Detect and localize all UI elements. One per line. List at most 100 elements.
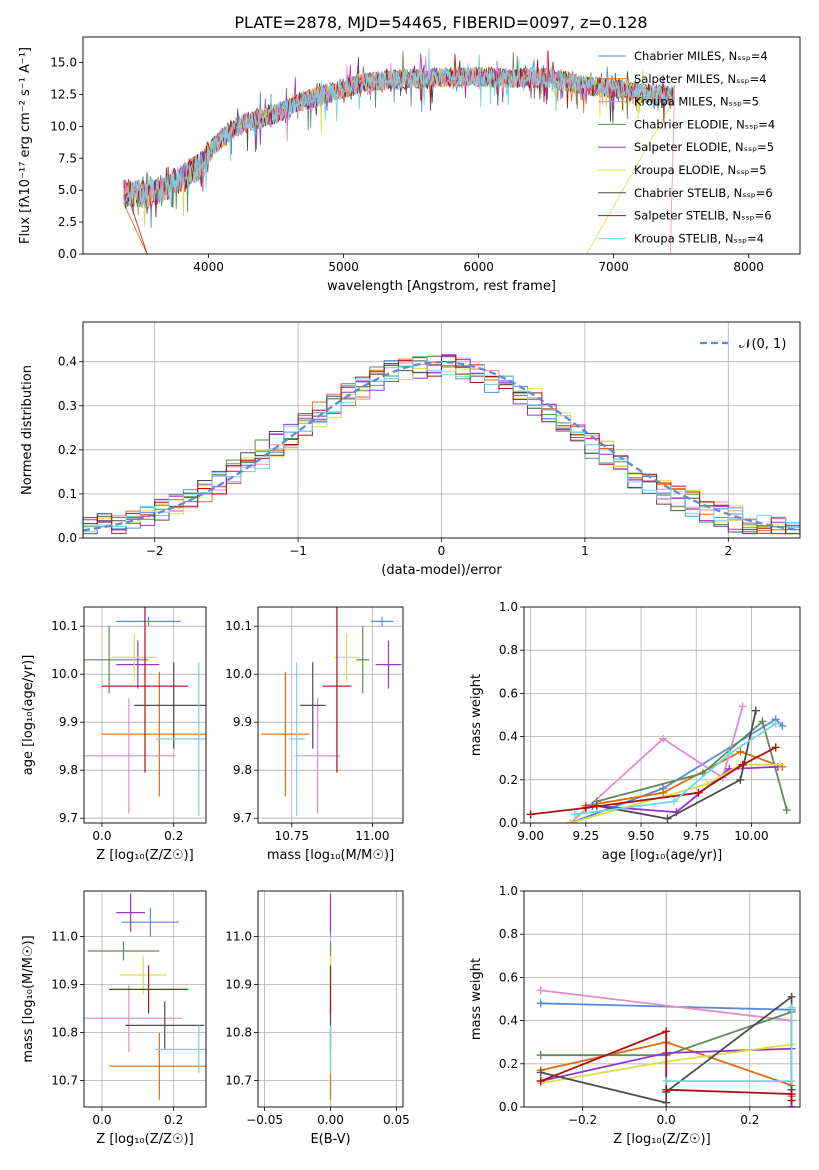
x-tick-label: 0.2	[164, 829, 183, 843]
residuals-panel: −2 −1 0 1 2 0.0 0.1 0.2 0.3 0.4 (data-model)/error…	[20, 321, 801, 578]
y-tick-label: 5.0	[58, 183, 77, 197]
figure-title: PLATE=2878, MJD=54465, FIBERID=0097, z=0…	[234, 13, 647, 32]
weight-marker	[662, 1077, 671, 1086]
x-tick-label: 2	[724, 544, 732, 558]
spectrum-line	[123, 48, 675, 208]
y-tick-label: 0.4	[499, 1014, 518, 1028]
weight-marker	[736, 747, 745, 756]
y-axis-label: age [log₁₀(age/yr)]	[21, 655, 36, 776]
x-tick-label: 0	[438, 544, 446, 558]
weight-line	[574, 722, 777, 816]
y-tick-label: 15.0	[50, 56, 77, 70]
plot-area	[526, 702, 791, 823]
x-tick-label: 10.75	[275, 829, 309, 843]
y-tick-label: 11.0	[51, 930, 78, 944]
y-axis-label: mass weight	[469, 958, 484, 1040]
weight-marker	[662, 1098, 671, 1107]
age-Z-panel: 0.0 0.2 9.7 9.8 9.9 10.0 10.1 Z [log₁₀(Z/Z☉)] ag…	[21, 606, 207, 863]
y-tick-label: 10.7	[51, 1074, 78, 1088]
mass-ebv-panel: −0.05 0.00 0.05 10.7 10.8 10.9 11.0 E(B-V)	[225, 890, 410, 1147]
x-tick-label: 6000	[463, 260, 494, 274]
y-tick-label: 0.8	[499, 643, 518, 657]
y-tick-label: 11.0	[225, 930, 252, 944]
y-tick-label: 10.8	[51, 1026, 78, 1040]
legend-label: 𝒩(0, 1)	[739, 337, 786, 352]
legend-label: Kroupa ELODIE, Nₛₛₚ=5	[634, 163, 767, 177]
weight-marker	[581, 803, 590, 812]
y-axis-label: mass weight	[469, 674, 484, 756]
y-tick-label: 9.9	[59, 715, 78, 729]
y-tick-label: 1.0	[499, 884, 518, 898]
histogram-series	[83, 356, 800, 535]
x-tick-label: 5000	[328, 260, 359, 274]
weight-marker	[566, 819, 575, 823]
x-tick-label: 8000	[733, 260, 764, 274]
plot-frame	[257, 890, 404, 1108]
x-tick-label: 0.2	[164, 1113, 183, 1127]
x-tick-label: −2	[146, 544, 164, 558]
weight-marker	[751, 706, 760, 715]
y-tick-label: 9.7	[233, 811, 252, 825]
weight-marker	[787, 992, 796, 1001]
plot-frame	[83, 890, 207, 1108]
y-tick-label: 2.5	[58, 215, 77, 229]
x-tick-label: 9.75	[683, 829, 710, 843]
weight-marker	[694, 788, 703, 797]
legend-label: Kroupa STELIB, Nₛₛₚ=4	[634, 231, 764, 245]
x-tick-label: 0.00	[317, 1113, 344, 1127]
plot-area	[84, 607, 206, 816]
weight-Z-panel: −0.2 0.0 0.2 0.0 0.2 0.4 0.6 0.8 1.0 Z [log₁₀(Z/Z…	[469, 884, 801, 1147]
y-tick-label: 0.4	[499, 730, 518, 744]
y-tick-label: 0.0	[58, 531, 77, 545]
plot-frame	[523, 606, 801, 824]
weight-line	[585, 750, 783, 807]
weight-marker	[536, 1077, 545, 1086]
y-tick-label: 0.0	[58, 247, 77, 261]
y-tick-label: 0.0	[499, 1100, 518, 1114]
y-tick-label: 0.2	[499, 773, 518, 787]
y-tick-label: 10.1	[51, 619, 78, 633]
x-tick-label: 0.0	[92, 829, 111, 843]
mass-Z-panel: 0.0 0.2 10.7 10.8 10.9 11.0 Z [log₁₀(Z/Z☉)] mas…	[21, 890, 207, 1147]
y-tick-label: 0.4	[58, 355, 77, 369]
y-tick-label: 10.0	[225, 667, 252, 681]
y-tick-label: 10.1	[225, 619, 252, 633]
weight-line	[570, 718, 783, 823]
y-tick-label: 10.7	[225, 1074, 252, 1088]
y-tick-label: 9.7	[59, 811, 78, 825]
x-axis-label: Z [log₁₀(Z/Z☉)]	[96, 1132, 193, 1147]
y-tick-label: 9.8	[59, 763, 78, 777]
x-tick-label: 7000	[598, 260, 629, 274]
plot-area	[261, 607, 402, 816]
plot-frame	[257, 606, 404, 824]
plot-area	[84, 893, 206, 1100]
x-axis-label: wavelength [Angstrom, rest frame]	[327, 279, 556, 294]
legend-label: Chabrier MILES, Nₛₛₚ=4	[634, 49, 768, 63]
y-tick-label: 10.0	[50, 119, 77, 133]
x-tick-label: 11.00	[355, 829, 389, 843]
y-tick-label: 0.3	[58, 399, 77, 413]
y-tick-label: 0.2	[499, 1057, 518, 1071]
weight-marker	[725, 749, 734, 758]
panels: 4000 5000 6000 7000 80000.02.55.07.510.012.5…	[18, 36, 801, 1147]
x-tick-label: 10.00	[734, 829, 768, 843]
y-axis-label: Flux [fλ10⁻¹⁷ erg cm⁻² s⁻¹ A⁻¹]	[18, 47, 33, 244]
plot-area	[83, 354, 800, 535]
weight-marker	[787, 1003, 796, 1012]
x-axis-label: Z [log₁₀(Z/Z☉)]	[96, 848, 193, 863]
gaussian-curve	[83, 360, 800, 532]
spectrum-panel: 4000 5000 6000 7000 8000 0.0 2.5 5.0 7.5 10.0 12.5…	[18, 36, 801, 294]
y-tick-label: 7.5	[58, 151, 77, 165]
y-tick-label: 0.1	[58, 487, 77, 501]
plot-area	[536, 986, 796, 1107]
weight-marker	[536, 1068, 545, 1077]
weight-marker	[776, 760, 785, 769]
x-tick-label: −1	[289, 544, 307, 558]
x-axis-label: mass [log₁₀(M/M☉)]	[267, 848, 394, 863]
weight-marker	[782, 806, 791, 815]
legend-label: Chabrier STELIB, Nₛₛₚ=6	[634, 186, 773, 200]
y-tick-label: 0.0	[499, 816, 518, 830]
plot-frame	[82, 321, 801, 539]
x-axis-label: age [log₁₀(age/yr)]	[602, 848, 723, 863]
